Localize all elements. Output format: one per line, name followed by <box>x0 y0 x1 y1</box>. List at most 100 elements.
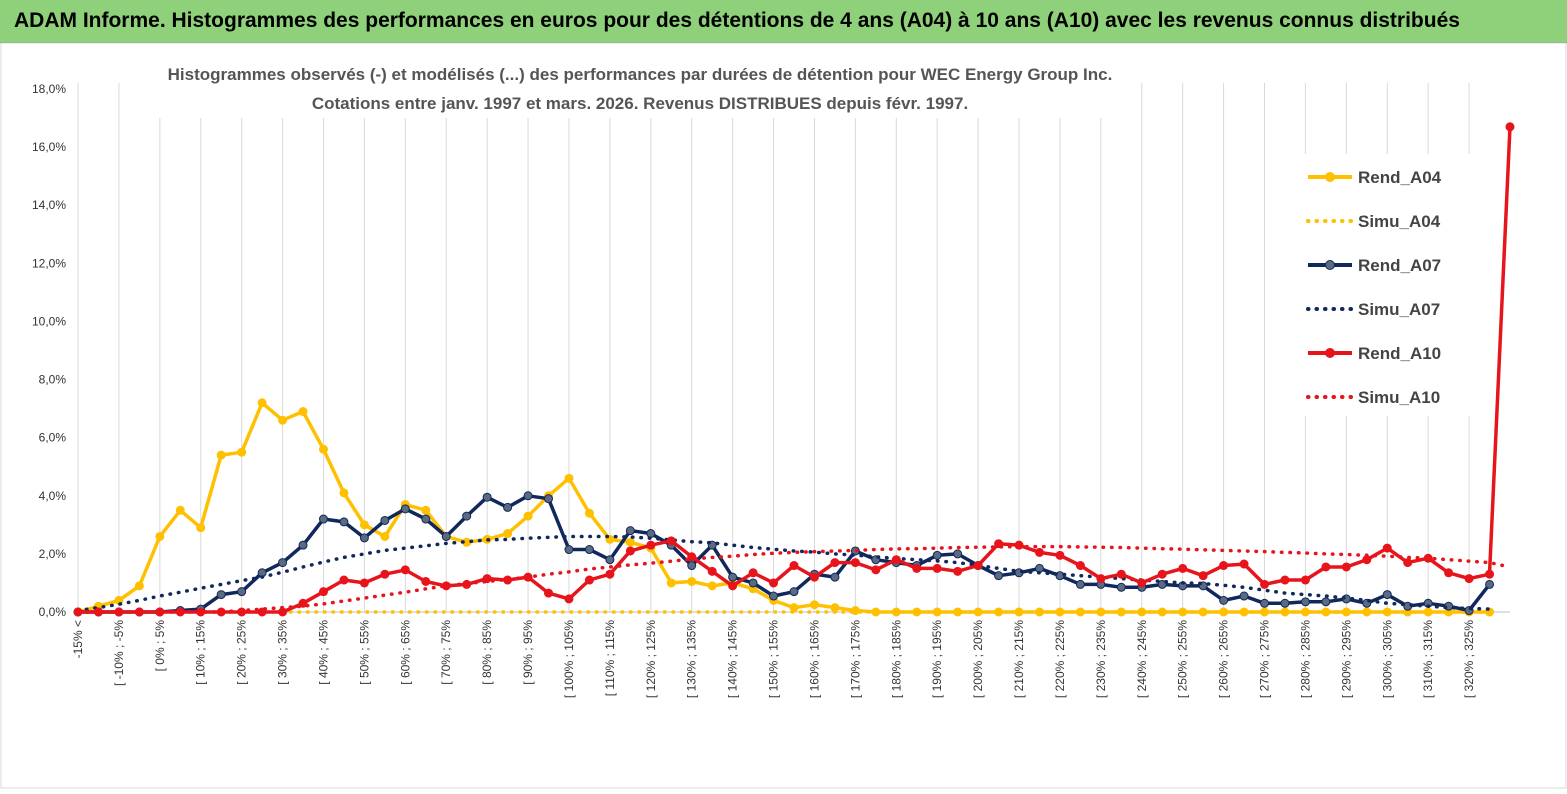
data-point-rend-a07 <box>278 558 288 568</box>
legend-marker <box>1325 348 1335 358</box>
data-point-rend-a10 <box>298 598 308 608</box>
data-point-rend-a10 <box>421 576 431 586</box>
x-tick-label: [ 280% ; 285% <box>1298 620 1312 698</box>
data-point-rend-a10 <box>339 575 349 585</box>
x-tick-label: [ 90% ; 95% <box>521 620 535 685</box>
data-point-rend-a10 <box>1341 562 1351 572</box>
data-point-rend-a10 <box>789 561 799 571</box>
data-point-rend-a04 <box>809 600 819 610</box>
data-point-rend-a10 <box>1034 547 1044 557</box>
data-point-rend-a07 <box>1239 591 1249 601</box>
y-tick-label: 0,0% <box>39 605 67 619</box>
y-tick-label: 10,0% <box>32 314 66 328</box>
data-point-rend-a10 <box>728 581 738 591</box>
data-point-rend-a04 <box>789 603 799 613</box>
x-tick-label: [ 110% ; 115% <box>603 620 617 697</box>
data-point-rend-a04 <box>339 488 349 498</box>
x-tick-label: [ 290% ; 295% <box>1339 620 1353 698</box>
data-point-rend-a10 <box>400 565 410 575</box>
data-point-rend-a10 <box>584 575 594 585</box>
data-point-rend-a10 <box>1178 563 1188 573</box>
data-point-rend-a07 <box>728 572 738 582</box>
x-tick-label: [ 40% ; 45% <box>316 620 330 685</box>
data-point-rend-a10 <box>1137 578 1147 588</box>
data-point-rend-a04 <box>134 581 144 591</box>
report-banner: ADAM Informe. Histogrammes des performan… <box>0 0 1567 43</box>
data-point-rend-a07 <box>953 549 963 559</box>
x-tick-label: [ 230% ; 235% <box>1094 620 1108 698</box>
x-tick-label: [ 30% ; 35% <box>276 620 290 685</box>
y-tick-label: 4,0% <box>39 489 67 503</box>
data-point-rend-a07 <box>830 572 840 582</box>
data-point-rend-a10 <box>1505 122 1515 132</box>
legend-label: Rend_A10 <box>1358 344 1441 363</box>
data-point-rend-a10 <box>850 558 860 568</box>
data-point-rend-a04 <box>196 523 206 533</box>
data-point-rend-a07 <box>523 491 533 501</box>
series-line-rend-a04 <box>77 401 1490 614</box>
data-point-rend-a04 <box>687 576 697 586</box>
data-point-rend-a07 <box>646 529 656 539</box>
data-point-rend-a04 <box>298 407 308 417</box>
data-point-rend-a07 <box>421 514 431 524</box>
data-point-rend-a07 <box>441 531 451 541</box>
x-tick-label: [ 20% ; 25% <box>235 620 249 685</box>
chart-subtitle: Cotations entre janv. 1997 et mars. 2026… <box>312 94 968 113</box>
data-point-rend-a10 <box>891 555 901 565</box>
data-point-rend-a07 <box>564 545 574 555</box>
data-point-rend-a04 <box>155 531 165 541</box>
data-point-rend-a10 <box>1198 571 1208 581</box>
data-point-rend-a04 <box>584 508 594 518</box>
data-point-rend-a10 <box>1116 569 1126 579</box>
data-point-rend-a10 <box>1321 562 1331 572</box>
data-point-rend-a04 <box>564 473 574 483</box>
x-tick-label: [ 160% ; 165% <box>807 620 821 698</box>
data-point-rend-a07 <box>318 514 328 524</box>
data-point-rend-a10 <box>1485 569 1495 579</box>
chart-area: 0,0% 2,0% 4,0% 6,0% 8,0% 10,0% 12,0% 14,0% 16,0%… <box>0 42 1567 789</box>
data-point-rend-a04 <box>237 447 247 457</box>
data-point-rend-a07 <box>1219 595 1229 605</box>
data-point-rend-a07 <box>380 515 390 525</box>
x-tick-label: [ 100% ; 105% <box>562 620 576 698</box>
series-line-simu-a10 <box>76 544 1512 614</box>
x-tick-label: -15% < <box>71 620 85 658</box>
data-point-rend-a07 <box>544 494 554 504</box>
y-tick-label: 16,0% <box>32 140 66 154</box>
data-point-rend-a10 <box>564 594 574 604</box>
data-point-rend-a10 <box>1382 543 1392 553</box>
data-point-rend-a07 <box>237 587 247 597</box>
x-tick-label: [ 220% ; 225% <box>1053 620 1067 698</box>
data-point-rend-a10 <box>830 558 840 568</box>
data-point-rend-a04 <box>523 511 533 521</box>
data-point-rend-a10 <box>1239 559 1249 569</box>
x-tick-label: [ 320% ; 325% <box>1462 620 1476 698</box>
legend-label: Simu_A07 <box>1358 300 1440 319</box>
x-tick-label: [ 130% ; 135% <box>685 620 699 698</box>
legend-label: Rend_A07 <box>1358 256 1441 275</box>
data-point-rend-a10 <box>1055 550 1065 560</box>
data-point-rend-a07 <box>339 517 349 527</box>
data-point-rend-a07 <box>503 502 513 512</box>
x-tick-label: [ 50% ; 55% <box>357 620 371 685</box>
data-point-rend-a07 <box>1260 598 1270 608</box>
data-point-rend-a04 <box>257 398 267 408</box>
x-tick-label: [ 0% ; 5% <box>153 620 167 672</box>
data-point-rend-a10 <box>1444 568 1454 578</box>
data-point-rend-a10 <box>1260 579 1270 589</box>
x-tick-label: [ 150% ; 155% <box>767 620 781 698</box>
data-point-rend-a07 <box>216 590 226 600</box>
x-tick-label: [ 310% ; 315% <box>1421 620 1435 698</box>
y-tick-label: 18,0% <box>32 82 66 96</box>
chart-title: Histogrammes observés (-) et modélisés (… <box>168 65 1113 84</box>
y-tick-label: 14,0% <box>32 198 66 212</box>
legend-box <box>1296 154 1486 416</box>
data-point-rend-a07 <box>1300 597 1310 607</box>
x-tick-label: [ 270% ; 275% <box>1258 620 1272 698</box>
data-point-rend-a07 <box>1116 582 1126 592</box>
data-point-rend-a07 <box>482 492 492 502</box>
x-tick-label: [ 60% ; 65% <box>398 620 412 685</box>
x-tick-label: [ 300% ; 305% <box>1380 620 1394 698</box>
data-point-rend-a10 <box>544 588 554 598</box>
data-point-rend-a10 <box>1096 574 1106 584</box>
